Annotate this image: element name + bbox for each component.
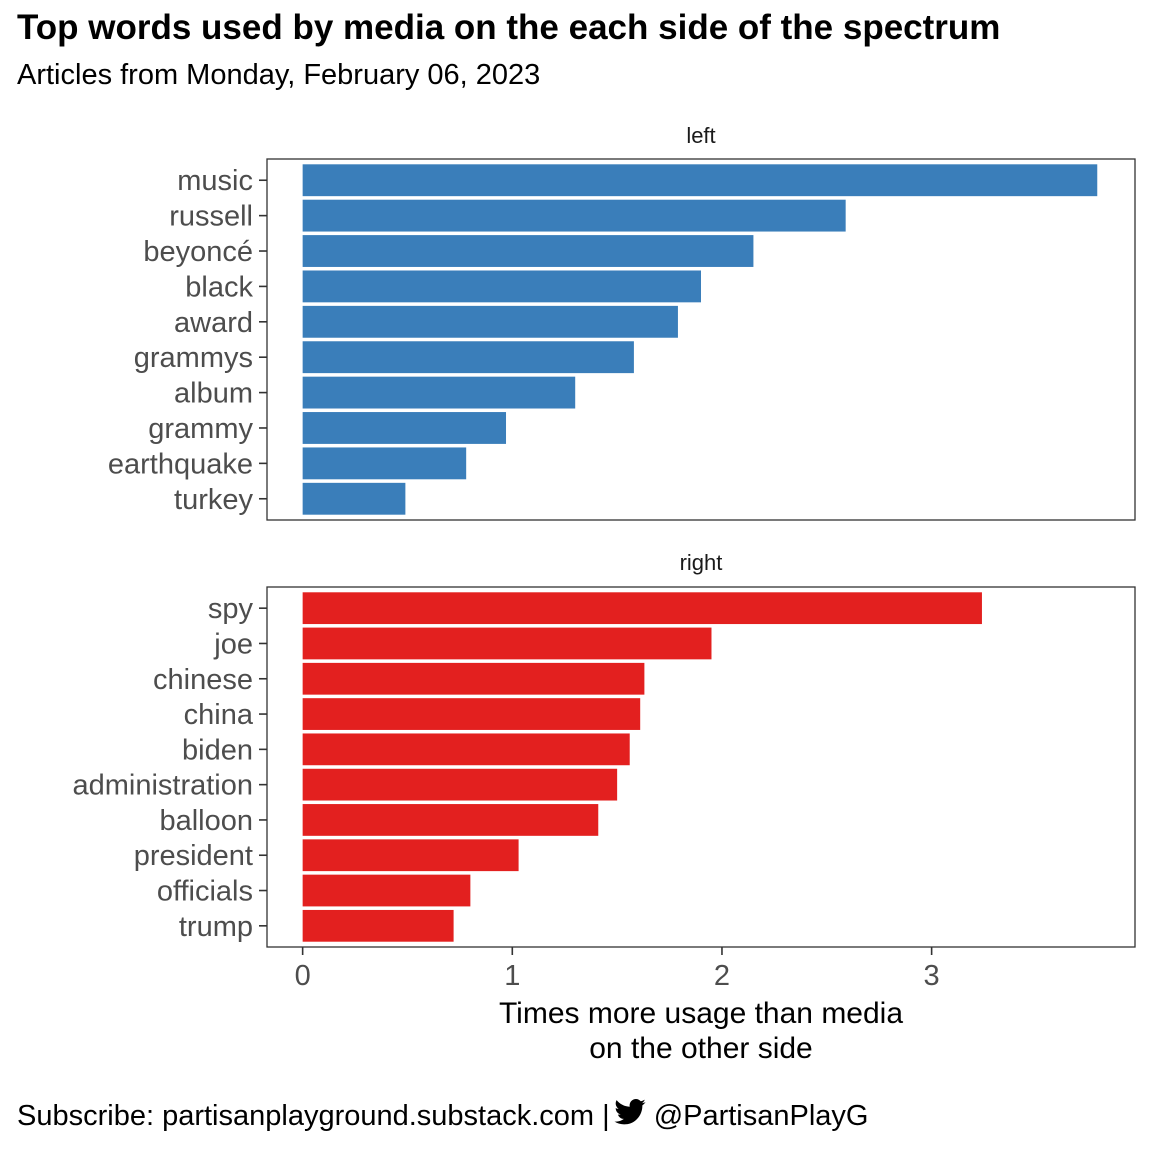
y-tick-label-left-0: music xyxy=(177,165,253,197)
y-tick-label-right-2: chinese xyxy=(153,664,253,696)
bar-right-china xyxy=(302,698,641,730)
bar-left-award xyxy=(302,305,678,338)
y-tick-label-left-5: grammys xyxy=(134,342,253,374)
y-tick-label-right-0: spy xyxy=(208,593,254,625)
y-tick-label-left-3: black xyxy=(185,271,253,303)
y-tick-label-right-5: administration xyxy=(72,770,253,802)
chart-title: Top words used by media on the each side… xyxy=(17,8,1001,47)
y-tick-label-right-1: joe xyxy=(213,628,253,660)
bar-right-trump xyxy=(302,909,454,942)
y-tick-label-left-9: turkey xyxy=(174,484,253,516)
y-tick-label-left-4: award xyxy=(174,307,253,339)
facet-label-right: right xyxy=(680,550,723,575)
y-tick-label-right-7: president xyxy=(134,840,253,872)
y-tick-label-right-3: china xyxy=(184,699,254,731)
x-tick-label-2: 2 xyxy=(714,960,730,992)
twitter-bird-icon[interactable] xyxy=(614,1099,646,1133)
y-tick-label-right-8: officials xyxy=(157,876,253,908)
bar-left-black xyxy=(302,270,701,303)
twitter-handle[interactable]: @PartisanPlayG xyxy=(653,1099,869,1132)
bar-right-balloon xyxy=(302,804,599,836)
x-tick-label-1: 1 xyxy=(504,960,520,992)
bar-right-biden xyxy=(302,733,630,766)
y-tick-label-right-6: balloon xyxy=(159,805,253,837)
y-tick-label-left-1: russell xyxy=(169,201,253,233)
bar-right-officials xyxy=(302,874,471,907)
bar-right-spy xyxy=(302,592,982,625)
bar-left-turkey xyxy=(302,482,406,515)
y-tick-label-right-9: trump xyxy=(179,911,253,943)
bar-left-beyoncé xyxy=(302,235,754,267)
bar-left-russell xyxy=(302,199,846,232)
y-tick-label-left-2: beyoncé xyxy=(143,236,253,268)
bar-left-album xyxy=(302,376,576,409)
facet-label-left: left xyxy=(686,123,715,148)
bar-right-president xyxy=(302,839,519,872)
x-axis-title-line-1: Times more usage than media xyxy=(499,997,903,1030)
y-tick-label-left-7: grammy xyxy=(148,413,253,445)
panel-border-right xyxy=(266,586,1136,948)
bar-left-earthquake xyxy=(302,447,467,480)
panel-border-left xyxy=(266,158,1136,521)
bar-left-grammy xyxy=(302,412,507,444)
subscribe-text: Subscribe: partisanplayground.substack.c… xyxy=(17,1099,610,1132)
x-axis-title-line-2: on the other side xyxy=(589,1032,813,1065)
bar-right-chinese xyxy=(302,662,645,695)
y-tick-label-left-8: earthquake xyxy=(108,448,253,480)
chart-subtitle: Articles from Monday, February 06, 2023 xyxy=(17,59,541,91)
bar-left-grammys xyxy=(302,341,634,374)
y-tick-label-right-4: biden xyxy=(182,734,253,766)
x-tick-label-0: 0 xyxy=(295,960,311,992)
x-tick-label-3: 3 xyxy=(924,960,940,992)
y-tick-label-left-6: album xyxy=(174,378,253,410)
bar-right-administration xyxy=(302,768,618,801)
bar-left-music xyxy=(302,164,1098,197)
bar-right-joe xyxy=(302,627,712,660)
caption: Subscribe: partisanplayground.substack.c… xyxy=(17,1099,868,1133)
